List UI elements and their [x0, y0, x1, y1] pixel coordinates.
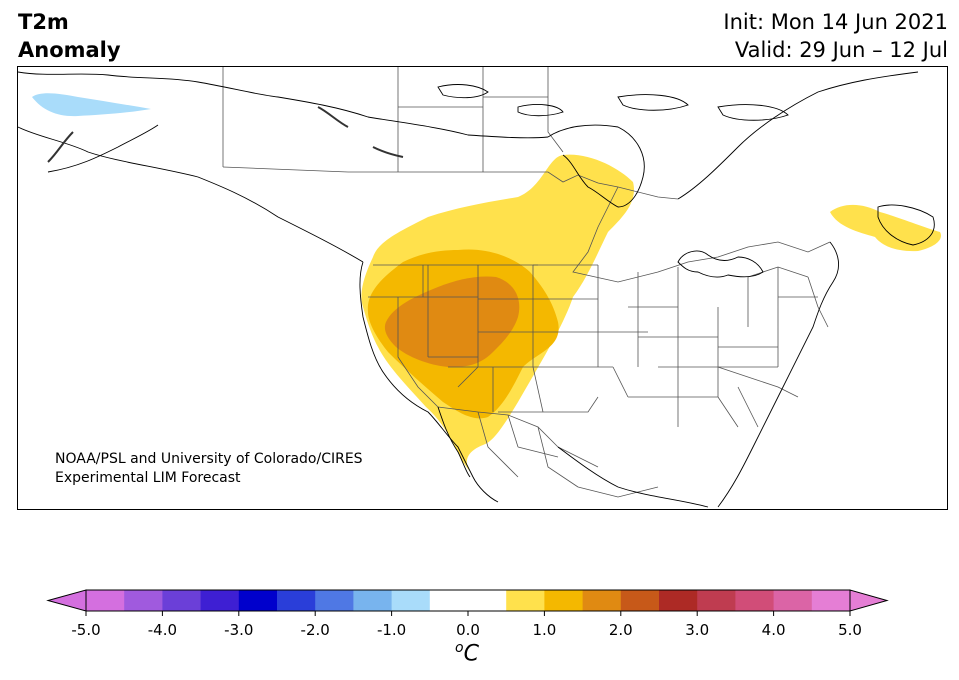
mexico-states	[477, 411, 659, 498]
credit-line-1: NOAA/PSL and University of Colorado/CIRE…	[55, 451, 363, 467]
anomaly-shading	[32, 93, 942, 472]
colorbar-segment	[582, 590, 622, 611]
colorbar-segment	[124, 590, 163, 611]
great-lakes	[677, 250, 764, 278]
newfoundland	[877, 204, 935, 246]
colorbar-canvas	[46, 589, 889, 616]
init-date: Init: Mon 14 Jun 2021	[723, 10, 948, 34]
colorbar: -5.0 -4.0 -3.0 -2.0 -1.0 0.0 1.0 2.0 3.0 4.0 5.0 o…	[0, 585, 959, 680]
colorbar-segment	[429, 590, 469, 611]
colorbar-tick-label: -1.0	[376, 621, 407, 639]
colorbar-segment	[200, 590, 240, 611]
credit-text: NOAA/PSL and University of Colorado/CIRE…	[55, 450, 363, 488]
hudson-bay	[547, 124, 645, 208]
us-states-west	[368, 264, 543, 412]
valid-range: Valid: 29 Jun – 12 Jul	[734, 38, 948, 62]
credit-line-2: Experimental LIM Forecast	[55, 470, 241, 486]
colorbar-segment	[773, 590, 813, 611]
atlantic-coast	[717, 241, 840, 508]
baja-california	[437, 406, 471, 478]
major-lakes-rivers	[47, 106, 404, 163]
colorbar-segment	[697, 590, 736, 611]
coastlines	[18, 71, 935, 508]
colorbar-segment	[811, 590, 851, 611]
colorbar-tick-label: 2.0	[608, 621, 633, 639]
great-bear-lake	[317, 106, 349, 128]
pacific-coast	[359, 261, 499, 503]
province-lines	[222, 67, 564, 173]
arctic-coast	[18, 71, 549, 139]
alaska-peninsula	[47, 124, 159, 173]
colorbar-segment	[391, 590, 431, 611]
colorbar-segment	[353, 590, 393, 611]
title-line-2: Anomaly	[18, 38, 121, 62]
anomaly-0-5-quebec	[830, 204, 942, 252]
colorbar-tick-label: -4.0	[147, 621, 178, 639]
colorbar-segment	[659, 590, 698, 611]
us-states-east	[717, 266, 829, 428]
colorbar-segment	[315, 590, 354, 611]
colorbar-over-extension	[849, 589, 889, 612]
map-panel	[17, 66, 948, 510]
colorbar-tick-label: 1.0	[532, 621, 557, 639]
map-canvas	[18, 67, 942, 508]
colorbar-segment	[544, 590, 584, 611]
yukon-river	[47, 131, 74, 163]
anomaly-negative-alaska	[32, 93, 151, 117]
arctic-islands	[437, 84, 789, 121]
colorbar-tick-label: 5.0	[838, 621, 862, 639]
colorbar-tick-label: 4.0	[761, 621, 786, 639]
colorbar-segment	[735, 590, 775, 611]
labrador-coast	[677, 71, 919, 200]
colorbar-tick-label: -2.0	[300, 621, 330, 639]
title-line-1: T2m	[18, 10, 69, 34]
us-states-central	[498, 264, 778, 428]
political-borders	[222, 67, 831, 498]
map-title: T2m Anomaly	[18, 8, 121, 64]
units-base: C	[463, 641, 479, 667]
units-degree: o	[455, 640, 464, 656]
colorbar-tick-label: -5.0	[71, 621, 101, 639]
colorbar-segment	[162, 590, 202, 611]
colorbar-segment	[468, 590, 507, 611]
great-slave-lake	[372, 146, 404, 158]
canada-us-border	[348, 171, 831, 283]
mexico-gulf-coast	[557, 446, 709, 508]
colorbar-segment	[506, 590, 545, 611]
colorbar-tick-label: 3.0	[685, 621, 710, 639]
colorbar-tick-label: -3.0	[224, 621, 254, 639]
colorbar-units: oC	[455, 640, 479, 666]
colorbar-segment	[620, 590, 660, 611]
colorbar-under-extension	[46, 589, 87, 612]
colorbar-tick-label: 0.0	[456, 621, 480, 639]
colorbar-segment	[238, 590, 278, 611]
colorbar-segment	[86, 590, 125, 611]
colorbar-segment	[277, 590, 316, 611]
forecast-dates: Init: Mon 14 Jun 2021 Valid: 29 Jun – 12…	[723, 8, 948, 64]
alaska-coast	[18, 126, 364, 263]
